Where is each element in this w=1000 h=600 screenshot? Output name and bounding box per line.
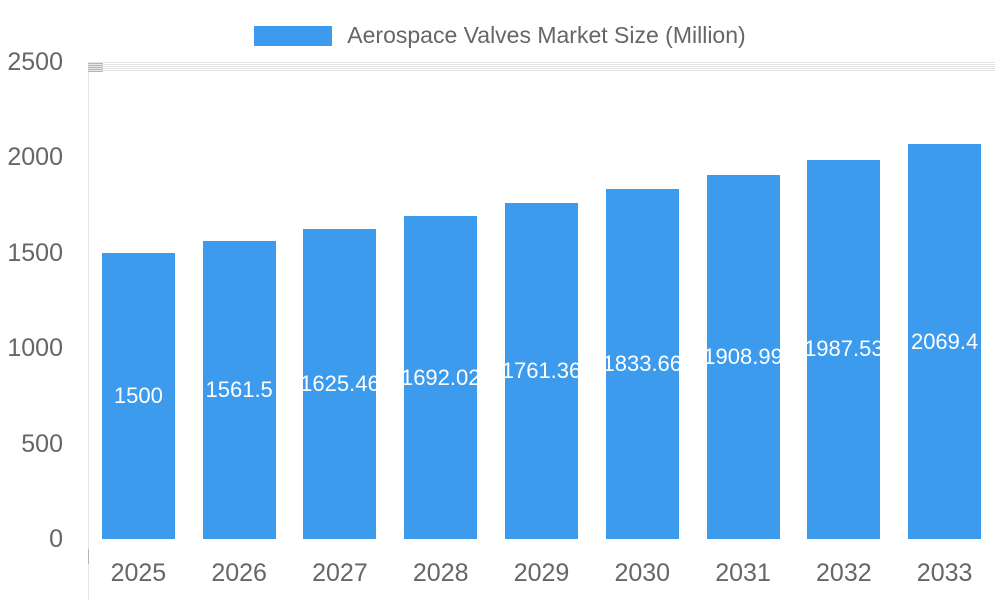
bar-2030[interactable]: 1833.66	[605, 189, 679, 539]
x-tick-label: 2028	[412, 559, 469, 587]
y-gridline	[88, 62, 995, 63]
bar-2027[interactable]: 1625.46	[303, 228, 377, 539]
y-tick-label: 0	[49, 525, 63, 553]
x-tick-label: 2032	[816, 559, 872, 587]
x-tick-label: 2026	[211, 559, 267, 587]
bar-2029[interactable]: 1761.36	[505, 202, 578, 539]
bar-value-label: 1833.66	[605, 351, 679, 377]
x-tick-label: 2025	[110, 559, 167, 587]
y-gridline	[88, 66, 995, 67]
bar-value-label: 1625.46	[303, 370, 377, 396]
y-gridline	[88, 64, 995, 65]
bar-2033[interactable]: 2069.4	[908, 144, 982, 539]
x-tick-label: 2030	[614, 559, 671, 587]
y-tick-label: 1000	[7, 334, 63, 363]
bar-2025[interactable]: 1500	[101, 252, 175, 539]
y-gridline	[88, 70, 995, 71]
legend-swatch	[254, 25, 333, 46]
y-tick-mark	[88, 71, 103, 72]
x-tick-mark	[88, 549, 89, 564]
bar-2028[interactable]: 1692.02	[404, 216, 478, 539]
y-tick-mark	[88, 65, 103, 66]
bar-2031[interactable]: 1908.99	[706, 174, 780, 539]
bar-value-label: 1561.5	[205, 377, 273, 403]
x-tick-label: 2029	[513, 559, 570, 587]
y-tick-mark	[88, 67, 103, 68]
legend[interactable]: Aerospace Valves Market Size (Million)	[0, 22, 1000, 49]
bar-2032[interactable]: 1987.53	[807, 159, 881, 539]
bar-value-label: 1500	[113, 382, 163, 408]
bar-2026[interactable]: 1561.5	[202, 241, 276, 539]
y-gridline	[88, 68, 995, 69]
y-tick-mark	[88, 63, 103, 64]
x-tick-label: 2033	[916, 559, 973, 587]
bar-value-label: 1987.53	[807, 336, 881, 362]
y-tick-label: 1500	[7, 238, 63, 267]
bar-value-label: 1692.02	[404, 364, 478, 390]
x-tick-label: 2031	[715, 559, 771, 587]
x-tick-label: 2027	[312, 559, 368, 587]
bar-value-label: 1908.99	[706, 343, 780, 369]
bar-value-label: 1761.36	[505, 357, 578, 383]
legend-label: Aerospace Valves Market Size (Million)	[347, 22, 746, 48]
y-tick-mark	[88, 69, 103, 70]
y-tick-label: 2500	[7, 48, 63, 76]
bar-value-label: 2069.4	[910, 328, 979, 354]
plot-area: 0 500 1000 1500 2000 2500 1500 2025 1561.5 2026 16…	[7, 48, 995, 600]
x-gridline	[88, 564, 89, 600]
x-gridline	[88, 72, 89, 549]
y-tick-label: 500	[21, 429, 63, 458]
y-tick-label: 2000	[7, 143, 63, 172]
